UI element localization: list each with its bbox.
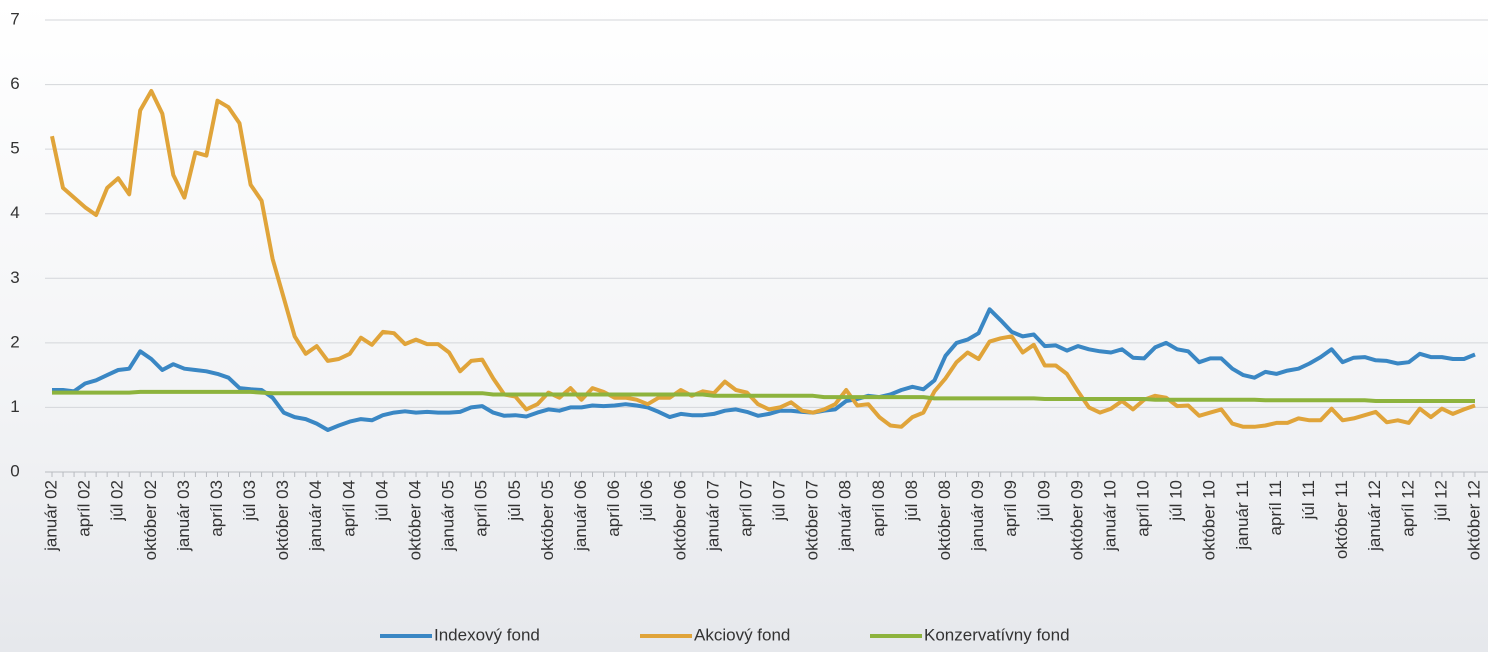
x-tick-label: január 10 bbox=[1100, 480, 1119, 552]
series-line bbox=[52, 389, 1475, 403]
x-tick-label: júl 02 bbox=[108, 480, 127, 522]
x-tick-label: apríl 08 bbox=[869, 480, 888, 537]
series-line bbox=[50, 89, 1476, 429]
x-tick-label: január 09 bbox=[968, 480, 987, 552]
y-tick-label: 3 bbox=[10, 268, 19, 287]
x-tick-label: júl 05 bbox=[505, 480, 524, 522]
x-tick-label: apríl 12 bbox=[1398, 480, 1417, 537]
x-tick-label: apríl 03 bbox=[207, 480, 226, 537]
x-tick-label: január 04 bbox=[306, 480, 325, 552]
x-tick-label: október 08 bbox=[935, 480, 954, 560]
x-tick-label: október 05 bbox=[538, 480, 557, 560]
x-tick-label: január 03 bbox=[174, 480, 193, 552]
x-tick-label: január 06 bbox=[571, 480, 590, 552]
x-tick-label: júl 06 bbox=[637, 480, 656, 522]
legend-label: Konzervatívny fond bbox=[924, 625, 1070, 644]
x-tick-label: apríl 05 bbox=[472, 480, 491, 537]
x-tick-label: júl 08 bbox=[902, 480, 921, 522]
y-tick-label: 1 bbox=[10, 397, 19, 416]
y-tick-label: 7 bbox=[10, 9, 19, 28]
x-tick-label: október 07 bbox=[803, 480, 822, 560]
x-tick-label: apríl 02 bbox=[75, 480, 94, 537]
x-tick-label: október 03 bbox=[273, 480, 292, 560]
x-tick-label: október 04 bbox=[406, 480, 425, 560]
legend-label: Indexový fond bbox=[434, 625, 540, 644]
x-tick-label: júl 04 bbox=[372, 480, 391, 522]
x-tick-label: júl 10 bbox=[1167, 480, 1186, 522]
x-tick-label: október 09 bbox=[1067, 480, 1086, 560]
x-tick-label: október 11 bbox=[1332, 480, 1351, 559]
x-tick-label: október 02 bbox=[141, 480, 160, 560]
x-tick-label: júl 07 bbox=[770, 480, 789, 522]
x-tick-label: október 10 bbox=[1200, 480, 1219, 560]
y-tick-label: 4 bbox=[10, 203, 19, 222]
x-tick-label: január 08 bbox=[836, 480, 855, 552]
x-tick-label: január 02 bbox=[41, 480, 60, 552]
x-tick-label: apríl 10 bbox=[1134, 480, 1153, 537]
x-tick-label: október 12 bbox=[1464, 480, 1483, 560]
series-line bbox=[52, 307, 1476, 432]
x-tick-label: júl 03 bbox=[240, 480, 259, 522]
x-tick-label: október 06 bbox=[670, 480, 689, 560]
x-tick-label: január 05 bbox=[439, 480, 458, 552]
x-tick-label: júl 12 bbox=[1431, 480, 1450, 522]
x-tick-label: apríl 11 bbox=[1266, 480, 1285, 535]
x-tick-label: január 11 bbox=[1233, 480, 1252, 551]
y-tick-label: 6 bbox=[10, 74, 19, 93]
x-tick-label: január 07 bbox=[703, 480, 722, 552]
x-tick-label: január 12 bbox=[1365, 480, 1384, 552]
x-tick-label: apríl 07 bbox=[736, 480, 755, 537]
x-tick-label: apríl 06 bbox=[604, 480, 623, 537]
y-tick-label: 0 bbox=[10, 461, 19, 480]
y-tick-label: 5 bbox=[10, 139, 19, 158]
y-tick-label: 2 bbox=[10, 332, 19, 351]
legend-label: Akciový fond bbox=[694, 625, 790, 644]
x-tick-label: júl 11 bbox=[1299, 480, 1318, 520]
x-tick-label: apríl 09 bbox=[1001, 480, 1020, 537]
x-tick-label: júl 09 bbox=[1034, 480, 1053, 522]
x-tick-label: apríl 04 bbox=[339, 480, 358, 537]
